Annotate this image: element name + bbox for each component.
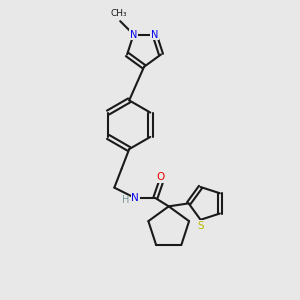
Text: N: N — [131, 193, 139, 203]
Text: CH₃: CH₃ — [110, 9, 127, 18]
Text: O: O — [157, 172, 165, 182]
Text: N: N — [151, 29, 158, 40]
Text: S: S — [197, 221, 204, 231]
Text: N: N — [130, 29, 137, 40]
Text: H: H — [122, 194, 129, 205]
